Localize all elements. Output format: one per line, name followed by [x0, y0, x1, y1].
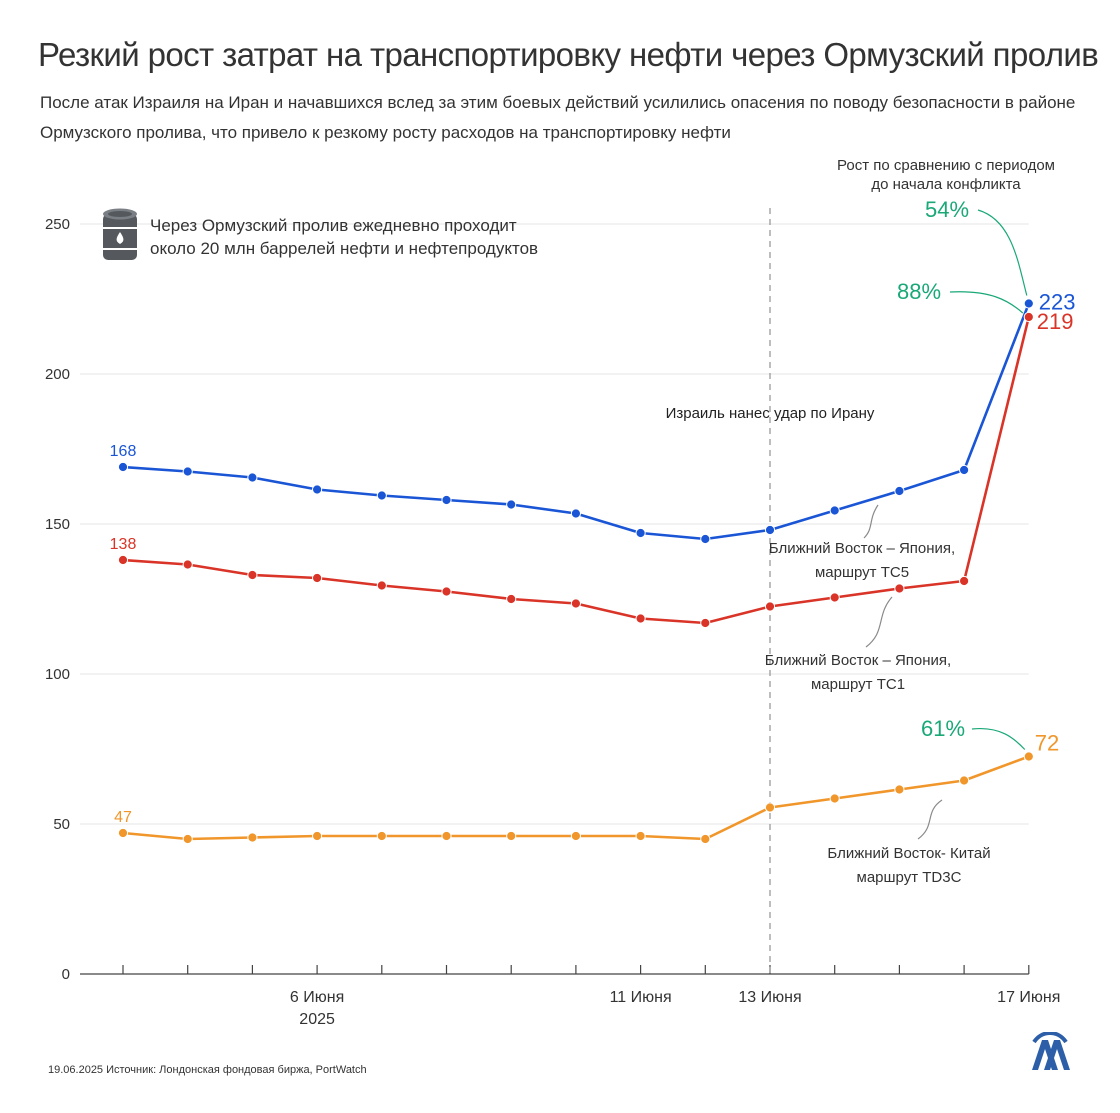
first-value-label-td3c: 47 [114, 809, 132, 826]
event-label: Израиль нанес удар по Ирану [666, 405, 875, 422]
data-point-tc5 [1023, 298, 1034, 309]
series-line-td3c [122, 755, 1030, 841]
growth-leader-td3c [971, 727, 1026, 750]
data-point-td3c [312, 830, 323, 842]
series-line-tc5 [122, 303, 1031, 541]
growth-header-line-2: до начала конфликта [871, 176, 1021, 193]
series-name-td3c: маршрут TD3C [857, 869, 962, 886]
data-point-tc1 [635, 613, 646, 624]
data-point-tc5 [117, 461, 129, 473]
x-tick-label: 17 Июня [997, 989, 1060, 1006]
last-value-label-td3c: 72 [1035, 731, 1059, 756]
series-name-tc5: Ближний Восток – Япония, [769, 540, 955, 557]
x-tick-label: 2025 [299, 1011, 335, 1028]
y-tick-label: 0 [62, 966, 70, 983]
data-point-td3c [635, 830, 646, 842]
data-point-td3c [247, 832, 258, 843]
data-point-td3c [959, 775, 970, 786]
agency-logo [1032, 1032, 1070, 1070]
oil-barrel-icon [103, 208, 137, 260]
series-name-tc1: маршрут TC1 [811, 676, 905, 693]
data-point-tc5 [570, 508, 582, 519]
data-point-td3c [1023, 751, 1034, 762]
info-note-line-2: около 20 млн баррелей нефти и нефтепроду… [150, 239, 538, 258]
growth-header-line-1: Рост по сравнению с периодом [837, 157, 1055, 174]
data-point-tc5 [312, 484, 323, 495]
growth-leader-tc1 [949, 291, 1024, 314]
data-point-tc5 [247, 472, 258, 483]
data-point-tc1 [700, 617, 711, 629]
first-value-label-tc5: 168 [110, 443, 137, 460]
last-value-label-tc5: 223 [1039, 290, 1076, 315]
data-point-td3c [182, 833, 193, 845]
data-point-tc1 [117, 554, 129, 566]
grid-layer: 0 50 100 150 200 250 6 Июня 2025 11 Июня 13 Июня 1… [45, 216, 1060, 1028]
series-leader-td3c [917, 799, 943, 840]
data-point-tc5 [829, 505, 840, 516]
data-point-tc1 [1023, 311, 1034, 323]
data-point-tc1 [247, 569, 258, 581]
series-name-tc5: маршрут TC5 [815, 564, 909, 581]
y-tick-label: 200 [45, 366, 70, 383]
growth-label-tc5: 54% [925, 197, 969, 222]
series-leader-tc5 [863, 504, 879, 539]
y-tick-label: 150 [45, 516, 70, 533]
data-point-td3c [829, 793, 840, 804]
data-point-td3c [117, 827, 129, 839]
data-point-tc1 [829, 592, 840, 603]
data-point-tc1 [894, 583, 905, 594]
x-tick-label: 11 Июня [610, 989, 672, 1006]
info-note-line-1: Через Ормузский пролив ежедневно проходи… [150, 216, 517, 235]
first-value-label-tc1: 138 [110, 536, 137, 553]
series-layer [117, 298, 1034, 845]
data-point-tc5 [376, 490, 387, 501]
growth-label-tc1: 88% [897, 279, 941, 304]
series-leader-tc1 [865, 596, 893, 648]
series-name-tc1: Ближний Восток – Япония, [765, 652, 951, 669]
growth-label-td3c: 61% [921, 716, 965, 741]
data-point-tc1 [570, 598, 582, 609]
y-tick-label: 50 [53, 816, 70, 833]
data-point-td3c [764, 802, 776, 813]
data-point-tc5 [182, 466, 193, 477]
data-point-tc5 [441, 494, 452, 506]
data-point-td3c [894, 784, 905, 795]
y-tick-label: 250 [45, 216, 70, 233]
source-footer: 19.06.2025 Источник: Лондонская фондовая… [48, 1064, 367, 1076]
data-point-tc5 [506, 499, 517, 510]
data-point-tc5 [764, 524, 776, 536]
growth-leader-tc5 [977, 209, 1028, 296]
data-point-td3c [700, 833, 711, 845]
x-tick-label: 6 Июня [290, 989, 344, 1006]
data-point-tc1 [182, 559, 193, 570]
data-point-td3c [570, 830, 582, 842]
data-point-td3c [506, 830, 517, 842]
data-point-tc5 [959, 464, 970, 476]
data-point-tc5 [700, 533, 711, 545]
data-point-tc1 [312, 572, 323, 584]
x-tick-label: 13 Июня [738, 989, 801, 1006]
series-name-td3c: Ближний Восток- Китай [827, 845, 990, 862]
last-value-label-tc1: 219 [1037, 309, 1074, 334]
data-point-tc1 [764, 601, 776, 612]
data-point-td3c [376, 830, 387, 842]
chart-title: Резкий рост затрат на транспортировку не… [38, 36, 1099, 73]
data-point-tc1 [376, 580, 387, 591]
data-point-tc5 [894, 485, 905, 497]
data-point-td3c [441, 830, 452, 842]
data-point-tc5 [635, 527, 646, 539]
data-point-tc1 [441, 586, 452, 597]
data-point-tc1 [506, 593, 517, 605]
y-tick-label: 100 [45, 666, 70, 683]
chart-subtitle: После атак Израиля на Иран и начавшихся … [40, 93, 1076, 142]
data-point-tc1 [959, 575, 970, 587]
